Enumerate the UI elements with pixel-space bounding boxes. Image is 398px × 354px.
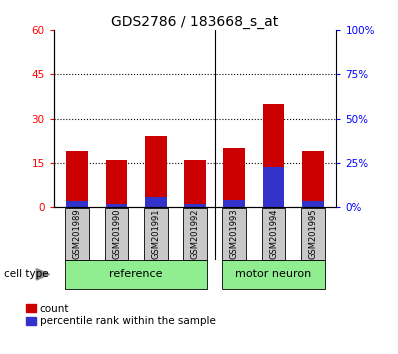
Bar xyxy=(263,167,284,207)
Bar xyxy=(184,204,206,207)
FancyBboxPatch shape xyxy=(183,208,207,260)
FancyBboxPatch shape xyxy=(105,208,129,260)
Text: GSM201990: GSM201990 xyxy=(112,209,121,259)
Text: GSM201995: GSM201995 xyxy=(308,209,317,259)
FancyBboxPatch shape xyxy=(144,208,168,260)
Polygon shape xyxy=(37,269,49,280)
FancyBboxPatch shape xyxy=(222,208,246,260)
Bar xyxy=(263,104,284,207)
Bar xyxy=(106,204,127,207)
FancyBboxPatch shape xyxy=(261,208,285,260)
Title: GDS2786 / 183668_s_at: GDS2786 / 183668_s_at xyxy=(111,15,279,29)
Bar xyxy=(302,151,324,207)
FancyBboxPatch shape xyxy=(65,260,207,289)
FancyBboxPatch shape xyxy=(65,208,89,260)
Bar xyxy=(223,200,245,207)
FancyBboxPatch shape xyxy=(301,208,325,260)
Bar xyxy=(223,148,245,207)
Text: cell type: cell type xyxy=(4,269,49,279)
Text: GSM201994: GSM201994 xyxy=(269,209,278,259)
Text: GSM201991: GSM201991 xyxy=(151,209,160,259)
Bar xyxy=(302,201,324,207)
Bar xyxy=(106,160,127,207)
Bar xyxy=(145,136,167,207)
Bar xyxy=(66,201,88,207)
Text: GSM201993: GSM201993 xyxy=(230,209,239,259)
Text: GSM201992: GSM201992 xyxy=(191,209,199,259)
Text: GSM201989: GSM201989 xyxy=(73,209,82,259)
FancyBboxPatch shape xyxy=(222,260,325,289)
Text: motor neuron: motor neuron xyxy=(235,269,312,279)
Legend: count, percentile rank within the sample: count, percentile rank within the sample xyxy=(25,303,217,327)
Bar xyxy=(145,197,167,207)
Bar xyxy=(184,160,206,207)
Bar xyxy=(66,151,88,207)
Text: reference: reference xyxy=(109,269,163,279)
